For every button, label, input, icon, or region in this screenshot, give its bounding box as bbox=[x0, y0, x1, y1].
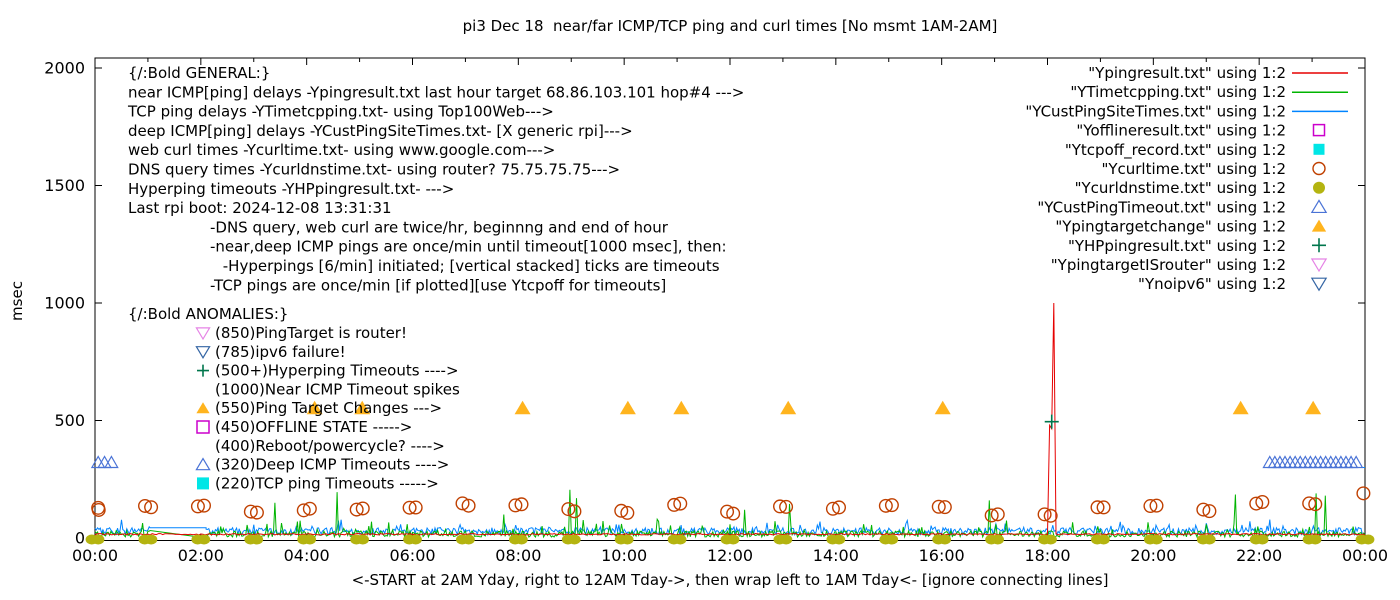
svg-text:"Ynoipv6" using 1:2: "Ynoipv6" using 1:2 bbox=[1138, 275, 1286, 293]
svg-text:(220)TCP ping Timeouts ----->: (220)TCP ping Timeouts -----> bbox=[215, 474, 439, 492]
svg-text:(400)Reboot/powercycle? ---->: (400)Reboot/powercycle? ----> bbox=[215, 437, 445, 455]
series-web-curl-circles bbox=[91, 486, 1371, 523]
chart-title: pi3 Dec 18 near/far ICMP/TCP ping and cu… bbox=[462, 17, 998, 35]
svg-text:"YCustPingSiteTimes.txt" using: "YCustPingSiteTimes.txt" using 1:2 bbox=[1025, 102, 1286, 120]
series-deep-icmp-timeouts bbox=[90, 455, 1364, 469]
svg-text:(320)Deep ICMP Timeouts ---->: (320)Deep ICMP Timeouts ----> bbox=[215, 456, 449, 474]
svg-text:"Yofflineresult.txt" using 1:2: "Yofflineresult.txt" using 1:2 bbox=[1076, 122, 1286, 140]
svg-text:"YHPpingresult.txt" using 1:2: "YHPpingresult.txt" using 1:2 bbox=[1068, 237, 1286, 255]
svg-text:(1000)Near ICMP Timeout spikes: (1000)Near ICMP Timeout spikes bbox=[215, 380, 460, 398]
x-axis-label: <-START at 2AM Yday, right to 12AM Tday-… bbox=[351, 571, 1109, 589]
svg-text:10:00: 10:00 bbox=[601, 546, 647, 565]
svg-text:TCP ping delays -YTimetcpping.: TCP ping delays -YTimetcpping.txt- using… bbox=[127, 103, 554, 121]
svg-text:-Hyperpings [6/min] initiated;: -Hyperpings [6/min] initiated; [vertical… bbox=[218, 257, 720, 275]
svg-text:22:00: 22:00 bbox=[1236, 546, 1282, 565]
svg-text:1000: 1000 bbox=[44, 294, 85, 313]
svg-text:1500: 1500 bbox=[44, 176, 85, 195]
svg-text:(500+)Hyperping Timeouts ---->: (500+)Hyperping Timeouts ----> bbox=[215, 362, 459, 380]
svg-text:-DNS query, web curl are twice: -DNS query, web curl are twice/hr, begin… bbox=[210, 218, 669, 236]
svg-text:web curl times -Ycurltime.txt-: web curl times -Ycurltime.txt- using www… bbox=[128, 141, 555, 159]
svg-text:"Ycurldnstime.txt" using 1:2: "Ycurldnstime.txt" using 1:2 bbox=[1075, 179, 1286, 197]
svg-text:-near,deep ICMP pings are once: -near,deep ICMP pings are once/min until… bbox=[210, 238, 727, 256]
svg-text:"YpingtargetISrouter" using 1:: "YpingtargetISrouter" using 1:2 bbox=[1051, 256, 1286, 274]
svg-text:"Ypingresult.txt" using 1:2: "Ypingresult.txt" using 1:2 bbox=[1088, 64, 1286, 82]
svg-text:{/:Bold GENERAL:}: {/:Bold GENERAL:} bbox=[128, 64, 270, 82]
svg-text:00:00: 00:00 bbox=[72, 546, 118, 565]
annotation-general: {/:Bold GENERAL:}near ICMP[ping] delays … bbox=[127, 64, 744, 294]
svg-text:"Ycurltime.txt" using 1:2: "Ycurltime.txt" using 1:2 bbox=[1101, 160, 1286, 178]
svg-text:Hyperping timeouts -YHPpingres: Hyperping timeouts -YHPpingresult.txt- -… bbox=[128, 180, 454, 198]
svg-text:"Ytcpoff_record.txt" using 1:2: "Ytcpoff_record.txt" using 1:2 bbox=[1065, 141, 1286, 160]
svg-text:deep ICMP[ping] delays -YCustP: deep ICMP[ping] delays -YCustPingSiteTim… bbox=[128, 122, 633, 140]
series-ping-near-red bbox=[94, 302, 1366, 536]
svg-text:"YTimetcpping.txt" using 1:2: "YTimetcpping.txt" using 1:2 bbox=[1070, 83, 1286, 101]
annotation-anomalies: {/:Bold ANOMALIES:}(850)PingTarget is ro… bbox=[128, 305, 460, 492]
svg-text:{/:Bold ANOMALIES:}: {/:Bold ANOMALIES:} bbox=[128, 305, 288, 323]
svg-text:2000: 2000 bbox=[44, 59, 85, 78]
svg-text:(550)Ping Target Changes --->: (550)Ping Target Changes ---> bbox=[215, 399, 442, 417]
legend: "Ypingresult.txt" using 1:2"YTimetcpping… bbox=[1025, 64, 1348, 293]
svg-text:12:00: 12:00 bbox=[707, 546, 753, 565]
svg-text:(850)PingTarget is router!: (850)PingTarget is router! bbox=[215, 324, 407, 342]
svg-text:DNS query times -Ycurldnstime.: DNS query times -Ycurldnstime.txt- using… bbox=[128, 161, 620, 179]
svg-text:0: 0 bbox=[75, 529, 85, 548]
svg-text:18:00: 18:00 bbox=[1024, 546, 1070, 565]
svg-text:20:00: 20:00 bbox=[1130, 546, 1176, 565]
series-dns-query-dots bbox=[85, 534, 1375, 545]
svg-text:Last rpi boot: 2024-12-08 13:3: Last rpi boot: 2024-12-08 13:31:31 bbox=[128, 199, 392, 217]
svg-text:08:00: 08:00 bbox=[495, 546, 541, 565]
svg-text:"Ypingtargetchange" using 1:2: "Ypingtargetchange" using 1:2 bbox=[1055, 218, 1286, 236]
axes: 00:00 02:00 04:00 06:00 08:00 10:00 12:00 14:00… bbox=[44, 57, 1388, 565]
svg-text:04:00: 04:00 bbox=[284, 546, 330, 565]
svg-text:"YCustPingTimeout.txt" using 1: "YCustPingTimeout.txt" using 1:2 bbox=[1037, 198, 1286, 216]
svg-text:(785)ipv6 failure!: (785)ipv6 failure! bbox=[215, 343, 346, 361]
svg-text:02:00: 02:00 bbox=[178, 546, 224, 565]
svg-text:near ICMP[ping] delays -Ypingr: near ICMP[ping] delays -Ypingresult.txt … bbox=[128, 83, 744, 101]
svg-text:16:00: 16:00 bbox=[919, 546, 965, 565]
svg-text:(450)OFFLINE STATE ----->: (450)OFFLINE STATE -----> bbox=[215, 418, 412, 436]
series-ping-target-changes bbox=[306, 400, 1322, 415]
svg-text:00:00: 00:00 bbox=[1342, 546, 1388, 565]
svg-text:06:00: 06:00 bbox=[389, 546, 435, 565]
svg-text:500: 500 bbox=[54, 411, 85, 430]
svg-text:-TCP pings are once/min [if pl: -TCP pings are once/min [if plotted][use… bbox=[210, 276, 666, 294]
svg-text:14:00: 14:00 bbox=[813, 546, 859, 565]
series-hyperping-timeouts bbox=[1044, 414, 1059, 429]
